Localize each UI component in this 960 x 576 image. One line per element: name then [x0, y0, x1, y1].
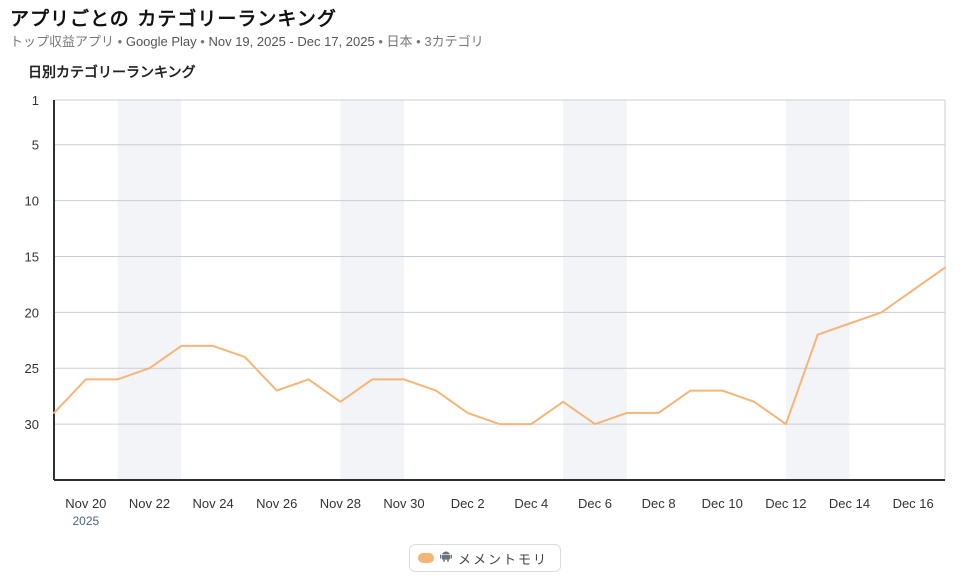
shaded-band	[117, 100, 182, 480]
shaded-band	[340, 100, 405, 480]
y-tick-label: 15	[25, 249, 39, 264]
page-title: アプリごとの カテゴリーランキング	[10, 8, 337, 30]
x-tick-label: Nov 28	[320, 496, 361, 511]
x-tick-label: Nov 20	[65, 496, 106, 511]
y-tick-label: 10	[25, 194, 39, 209]
subtitle-separator: •	[378, 34, 383, 49]
y-tick-label: 25	[25, 361, 39, 376]
subtitle-date-range: Nov 19, 2025 - Dec 17, 2025	[208, 34, 375, 49]
x-tick-label: Dec 14	[829, 496, 870, 511]
x-tick-label: Dec 12	[765, 496, 806, 511]
subtitle: トップ収益アプリ • Google Play • Nov 19, 2025 - …	[10, 31, 484, 50]
x-tick-label: Dec 2	[451, 496, 485, 511]
legend-label: メメントモリ	[458, 552, 549, 568]
subtitle-separator: •	[416, 34, 421, 49]
y-tick-label: 1	[32, 93, 39, 108]
subtitle-separator: •	[200, 34, 205, 49]
x-tick-label: Nov 22	[129, 496, 170, 511]
subtitle-separator: •	[117, 34, 123, 49]
shaded-band	[785, 100, 850, 480]
x-tick-label: Dec 6	[578, 496, 612, 511]
x-tick-label: Dec 8	[642, 496, 676, 511]
x-year-label: 2025	[72, 514, 99, 528]
y-tick-label: 5	[32, 138, 39, 153]
y-tick-label: 30	[25, 417, 39, 432]
subtitle-country: 日本	[386, 34, 413, 49]
x-tick-label: Dec 16	[893, 496, 934, 511]
legend-swatch	[418, 553, 434, 563]
x-tick-label: Dec 4	[514, 496, 548, 511]
x-tick-label: Nov 24	[193, 496, 234, 511]
android-icon	[440, 549, 452, 567]
x-tick-label: Nov 30	[383, 496, 424, 511]
subtitle-category-count: 3カテゴリ	[424, 34, 484, 49]
legend[interactable]: メメントモリ	[409, 544, 561, 572]
chart-heading: 日別カテゴリーランキング	[28, 65, 196, 81]
x-tick-label: Dec 10	[702, 496, 743, 511]
y-tick-label: 20	[25, 305, 39, 320]
x-tick-label: Nov 26	[256, 496, 297, 511]
series-line	[53, 266, 946, 426]
subtitle-chart-type: トップ収益アプリ	[10, 34, 115, 49]
subtitle-store: Google Play	[125, 34, 197, 49]
